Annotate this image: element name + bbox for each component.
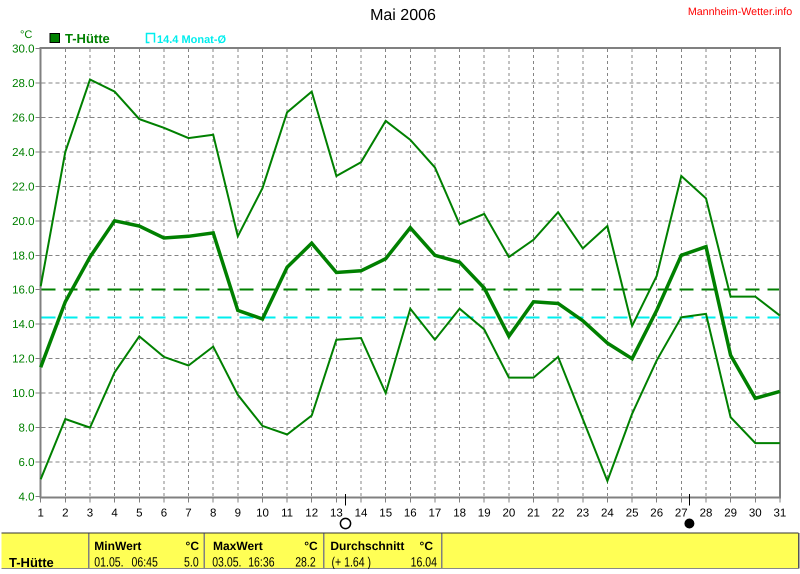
svg-text:22.0: 22.0 bbox=[12, 181, 34, 193]
svg-text:06:45: 06:45 bbox=[132, 555, 158, 570]
svg-text:14.4 Monat-Ø: 14.4 Monat-Ø bbox=[157, 34, 227, 46]
svg-text:10.0: 10.0 bbox=[12, 388, 34, 400]
svg-text:Mannheim-Wetter.info: Mannheim-Wetter.info bbox=[688, 6, 792, 18]
svg-text:T-Hütte: T-Hütte bbox=[9, 555, 54, 569]
svg-text:14: 14 bbox=[355, 508, 368, 520]
svg-text:23: 23 bbox=[576, 508, 589, 520]
svg-text:6.0: 6.0 bbox=[19, 457, 35, 469]
svg-text:8: 8 bbox=[210, 508, 216, 520]
svg-text:°C: °C bbox=[186, 539, 200, 553]
svg-text:(+ 1.64 ): (+ 1.64 ) bbox=[332, 555, 372, 570]
svg-text:7: 7 bbox=[185, 508, 191, 520]
svg-text:T-Hütte: T-Hütte bbox=[65, 31, 110, 46]
svg-text:MinWert: MinWert bbox=[94, 539, 141, 553]
svg-text:18: 18 bbox=[453, 508, 466, 520]
svg-text:28.0: 28.0 bbox=[12, 78, 34, 90]
svg-text:16.0: 16.0 bbox=[12, 285, 34, 297]
svg-text:2: 2 bbox=[62, 508, 68, 520]
svg-text:°C: °C bbox=[420, 539, 434, 553]
svg-text:Mai 2006: Mai 2006 bbox=[370, 7, 436, 24]
svg-text:24: 24 bbox=[601, 508, 614, 520]
svg-text:11: 11 bbox=[281, 508, 293, 520]
svg-text:29: 29 bbox=[724, 508, 737, 520]
svg-text:25: 25 bbox=[626, 508, 639, 520]
svg-text:4: 4 bbox=[111, 508, 118, 520]
svg-text:18.0: 18.0 bbox=[12, 250, 34, 262]
svg-text:22: 22 bbox=[552, 508, 565, 520]
svg-text:16: 16 bbox=[404, 508, 417, 520]
svg-text:24.0: 24.0 bbox=[12, 147, 34, 159]
svg-text:01.05.: 01.05. bbox=[94, 555, 123, 570]
svg-text:°C: °C bbox=[20, 29, 32, 41]
svg-text:15: 15 bbox=[379, 508, 392, 520]
svg-text:12.0: 12.0 bbox=[12, 354, 34, 366]
svg-text:6: 6 bbox=[161, 508, 167, 520]
svg-text:03.05.: 03.05. bbox=[212, 555, 241, 570]
svg-text:9: 9 bbox=[235, 508, 241, 520]
svg-text:30: 30 bbox=[749, 508, 762, 520]
svg-text:3: 3 bbox=[87, 508, 93, 520]
svg-text:21: 21 bbox=[527, 508, 540, 520]
svg-text:10: 10 bbox=[256, 508, 269, 520]
svg-text:5.0: 5.0 bbox=[184, 555, 199, 570]
svg-text:14.0: 14.0 bbox=[12, 319, 34, 331]
svg-text:30.0: 30.0 bbox=[12, 44, 34, 56]
svg-text:20.0: 20.0 bbox=[12, 216, 34, 228]
svg-text:13: 13 bbox=[330, 508, 343, 520]
svg-text:1: 1 bbox=[37, 508, 43, 520]
svg-text:5: 5 bbox=[136, 508, 142, 520]
svg-text:8.0: 8.0 bbox=[19, 423, 35, 435]
svg-text:27: 27 bbox=[675, 508, 688, 520]
svg-text:31: 31 bbox=[774, 508, 787, 520]
svg-text:4.0: 4.0 bbox=[19, 492, 35, 504]
svg-text:16.04: 16.04 bbox=[411, 555, 438, 570]
svg-text:Durchschnitt: Durchschnitt bbox=[330, 539, 404, 553]
svg-text:26.0: 26.0 bbox=[12, 112, 34, 124]
svg-text:19: 19 bbox=[478, 508, 491, 520]
svg-text:28: 28 bbox=[700, 508, 713, 520]
svg-text:17: 17 bbox=[429, 508, 442, 520]
svg-text:26: 26 bbox=[650, 508, 663, 520]
svg-text:16:36: 16:36 bbox=[248, 555, 274, 570]
svg-text:12: 12 bbox=[305, 508, 318, 520]
svg-text:20: 20 bbox=[503, 508, 516, 520]
svg-text:MaxWert: MaxWert bbox=[213, 539, 263, 553]
svg-text:28.2: 28.2 bbox=[295, 555, 315, 570]
svg-text:°C: °C bbox=[304, 539, 318, 553]
